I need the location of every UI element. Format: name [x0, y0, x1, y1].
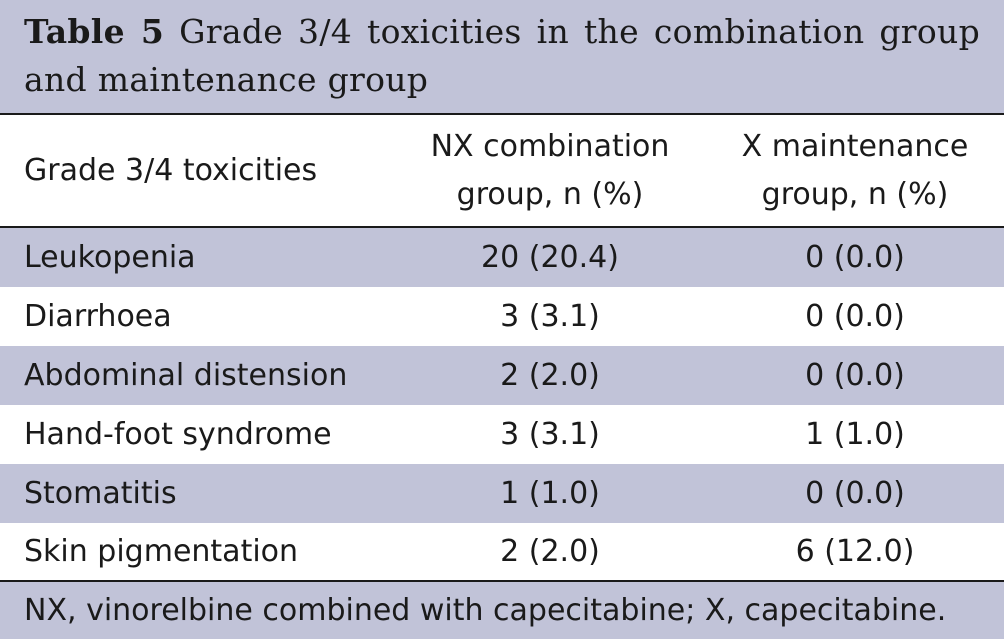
table-label: Table 5: [24, 12, 165, 51]
header-row: Grade 3/4 toxicities NX combination grou…: [0, 115, 1004, 226]
top-rule: [0, 113, 1004, 115]
cell-x-value: 1 (1.0): [805, 417, 905, 452]
cell-toxicity: Leukopenia: [24, 240, 196, 275]
cell-toxicity: Diarrhoea: [24, 299, 172, 334]
header-toxicity: Grade 3/4 toxicities: [24, 152, 318, 188]
cell-x-value: 0 (0.0): [805, 476, 905, 511]
cell-nx-value: 3 (3.1): [500, 299, 600, 334]
table-title: Grade 3/4 toxicities in the combination …: [24, 12, 981, 99]
cell-nx-value: 2 (2.0): [500, 358, 600, 393]
table-row: Stomatitis 1 (1.0) 0 (0.0): [0, 464, 1004, 523]
bottom-rule: [0, 580, 1004, 582]
table-footnote: NX, vinorelbine combined with capecitabi…: [0, 582, 1004, 639]
header-nx-combination: NX combination group, n (%): [430, 128, 670, 212]
table-row: Skin pigmentation 2 (2.0) 6 (12.0): [0, 523, 1004, 580]
cell-toxicity: Hand-foot syndrome: [24, 417, 332, 452]
cell-x-value: 0 (0.0): [805, 358, 905, 393]
cell-x-value: 6 (12.0): [795, 534, 915, 569]
header-rule: [0, 226, 1004, 228]
cell-nx-value: 1 (1.0): [500, 476, 600, 511]
table-row: Leukopenia 20 (20.4) 0 (0.0): [0, 228, 1004, 287]
cell-nx-value: 2 (2.0): [500, 534, 600, 569]
table-row: Diarrhoea 3 (3.1) 0 (0.0): [0, 287, 1004, 346]
header-x-maintenance: X maintenance group, n (%): [741, 128, 969, 212]
table-row: Abdominal distension 2 (2.0) 0 (0.0): [0, 346, 1004, 405]
cell-x-value: 0 (0.0): [805, 299, 905, 334]
cell-nx-value: 20 (20.4): [481, 240, 619, 275]
cell-toxicity: Stomatitis: [24, 476, 177, 511]
cell-x-value: 0 (0.0): [805, 240, 905, 275]
table-row: Hand-foot syndrome 3 (3.1) 1 (1.0): [0, 405, 1004, 464]
cell-toxicity: Skin pigmentation: [24, 534, 299, 569]
table-caption: Table 5 Grade 3/4 toxicities in the comb…: [0, 0, 1004, 113]
cell-toxicity: Abdominal distension: [24, 358, 348, 393]
cell-nx-value: 3 (3.1): [500, 417, 600, 452]
